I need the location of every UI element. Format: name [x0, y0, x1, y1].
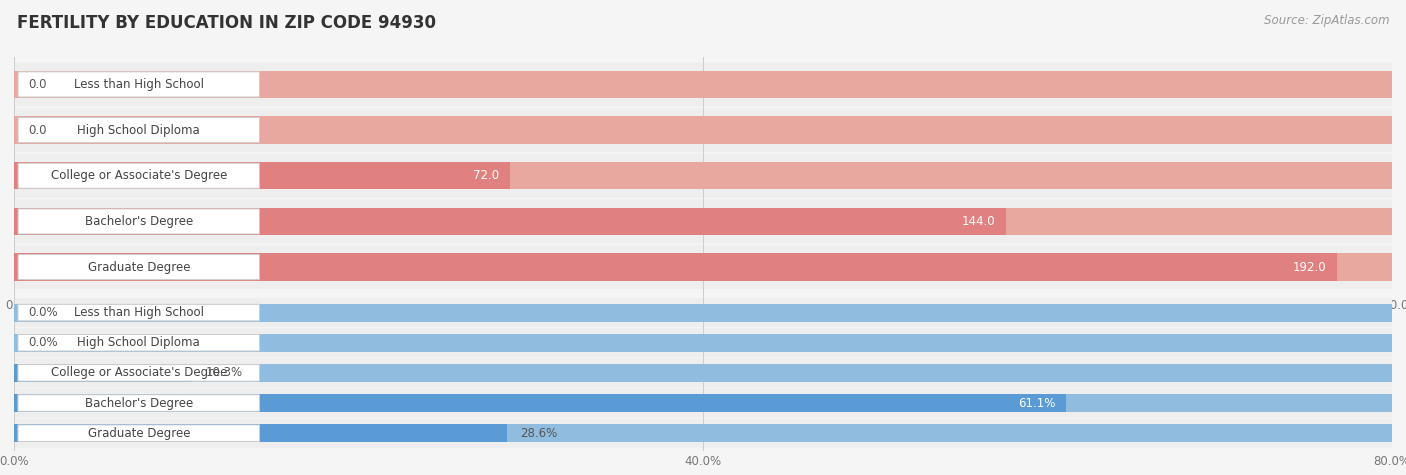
Text: 0.0: 0.0	[28, 124, 46, 137]
Text: Bachelor's Degree: Bachelor's Degree	[84, 215, 193, 228]
Text: Graduate Degree: Graduate Degree	[87, 261, 190, 274]
Text: High School Diploma: High School Diploma	[77, 336, 200, 349]
FancyBboxPatch shape	[14, 298, 1392, 327]
FancyBboxPatch shape	[18, 255, 260, 280]
Bar	[14, 394, 1066, 412]
Text: High School Diploma: High School Diploma	[77, 124, 200, 137]
Text: 72.0: 72.0	[472, 169, 499, 182]
Text: Graduate Degree: Graduate Degree	[87, 427, 190, 440]
Bar	[14, 208, 1007, 235]
FancyBboxPatch shape	[18, 163, 260, 188]
FancyBboxPatch shape	[14, 245, 1392, 289]
Text: 0.0%: 0.0%	[28, 336, 58, 349]
FancyBboxPatch shape	[18, 72, 260, 97]
Bar	[14, 162, 1392, 190]
Text: 0.0%: 0.0%	[28, 306, 58, 319]
Bar	[14, 253, 1337, 281]
Text: 10.3%: 10.3%	[205, 366, 242, 380]
FancyBboxPatch shape	[18, 395, 260, 411]
Text: Less than High School: Less than High School	[73, 306, 204, 319]
FancyBboxPatch shape	[14, 418, 1392, 447]
Text: 192.0: 192.0	[1292, 261, 1326, 274]
FancyBboxPatch shape	[14, 328, 1392, 357]
Text: 0.0: 0.0	[28, 78, 46, 91]
FancyBboxPatch shape	[14, 63, 1392, 106]
Bar	[14, 333, 1392, 352]
Text: 61.1%: 61.1%	[1018, 397, 1056, 409]
Bar	[14, 364, 191, 382]
FancyBboxPatch shape	[18, 365, 260, 381]
Text: Source: ZipAtlas.com: Source: ZipAtlas.com	[1264, 14, 1389, 27]
Text: College or Associate's Degree: College or Associate's Degree	[51, 169, 226, 182]
Text: FERTILITY BY EDUCATION IN ZIP CODE 94930: FERTILITY BY EDUCATION IN ZIP CODE 94930	[17, 14, 436, 32]
Text: 28.6%: 28.6%	[520, 427, 558, 440]
Text: 144.0: 144.0	[962, 215, 995, 228]
Bar	[14, 71, 1392, 98]
Bar	[14, 424, 506, 442]
Text: College or Associate's Degree: College or Associate's Degree	[51, 366, 226, 380]
Bar	[14, 424, 1392, 442]
FancyBboxPatch shape	[14, 359, 1392, 387]
Bar	[14, 162, 510, 190]
FancyBboxPatch shape	[14, 154, 1392, 198]
Bar	[14, 394, 1392, 412]
Bar	[14, 208, 1392, 235]
FancyBboxPatch shape	[18, 425, 260, 441]
Text: Bachelor's Degree: Bachelor's Degree	[84, 397, 193, 409]
FancyBboxPatch shape	[14, 389, 1392, 418]
Text: Less than High School: Less than High School	[73, 78, 204, 91]
Bar	[14, 116, 1392, 144]
Bar	[14, 364, 1392, 382]
FancyBboxPatch shape	[18, 209, 260, 234]
Bar	[14, 253, 1392, 281]
Bar	[14, 304, 1392, 322]
FancyBboxPatch shape	[18, 334, 260, 351]
FancyBboxPatch shape	[18, 117, 260, 142]
FancyBboxPatch shape	[14, 200, 1392, 243]
FancyBboxPatch shape	[14, 108, 1392, 152]
FancyBboxPatch shape	[18, 304, 260, 321]
